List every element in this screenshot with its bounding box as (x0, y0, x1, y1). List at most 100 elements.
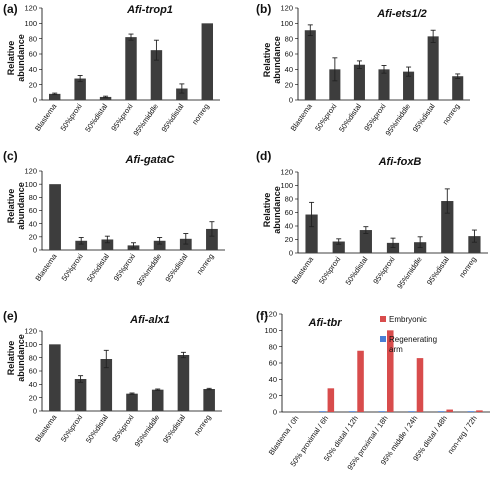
bar-embryonic (416, 358, 424, 412)
y-axis-label: Relativeabundance (262, 186, 282, 234)
panel-tag: (a) (3, 2, 18, 16)
bar-embryonic (387, 330, 394, 412)
category-label: 50%distal (85, 252, 111, 284)
y-axis-label: Relativeabundance (6, 182, 26, 230)
bar (441, 201, 454, 253)
category-label: 50%distal (343, 255, 369, 287)
category-label: Blastema (33, 101, 59, 132)
legend-label-regenerating: Regenerating arm (389, 335, 437, 354)
y-axis-label-line: abundance (16, 182, 26, 230)
bar-embryonic (476, 410, 483, 412)
bar (48, 93, 61, 100)
legend-swatch-regenerating (380, 336, 386, 342)
legend-label-line: Regenerating (389, 335, 437, 344)
y-axis-label: Relativeabundance (262, 36, 282, 84)
category-label: 50%distal (84, 413, 110, 445)
bar (153, 240, 166, 250)
y-tick-label: 100 (264, 326, 277, 335)
category-label: 95%proxi (110, 413, 135, 444)
y-tick-label: 20 (29, 80, 37, 89)
y-tick-label: 60 (29, 50, 37, 59)
bar (75, 240, 88, 250)
y-tick-label: 20 (29, 393, 37, 402)
category-label: nonreg (192, 413, 213, 437)
panel-e: (e) Afi-alx1 Relativeabundance 0 20 40 60 80 100… (3, 309, 222, 449)
category-label: 95%distal (159, 102, 185, 134)
bar-regenerating (467, 411, 475, 412)
bar (74, 379, 87, 411)
bar-embryonic (327, 388, 335, 412)
bar (150, 50, 163, 100)
y-tick-label: 80 (29, 193, 37, 202)
y-tick-label: 80 (269, 342, 277, 351)
y-tick-label: 60 (269, 359, 277, 368)
chart-title: Afi-tbr (308, 317, 343, 329)
category-label: nonreg (190, 102, 211, 126)
category-label: Blastema / 0h (267, 414, 301, 457)
bar (101, 239, 114, 250)
chart-title: Afi-foxB (378, 156, 422, 168)
category-label: nonreg (441, 102, 462, 126)
category-label: 95%distal (425, 255, 451, 287)
bar-regenerating (378, 411, 385, 412)
category-label: Blastema (290, 254, 316, 285)
category-label: 50%distal (83, 102, 109, 134)
y-tick-label: 0 (273, 408, 277, 417)
chart-title: Afi-gataC (125, 154, 176, 166)
legend: Embryonic Regenerating arm (380, 315, 437, 354)
panel-a: (a) Afi-trop1 Relativeabundance 0 20 40 60 80 10… (3, 2, 220, 138)
bar (126, 393, 138, 411)
chart-title: Afi-alx1 (129, 314, 170, 326)
category-label: Blastema (33, 251, 59, 282)
category-label: 95%proxi (112, 252, 137, 283)
y-axis-label: Relativeabundance (6, 334, 26, 382)
y-tick-label: 60 (285, 50, 293, 59)
bar (99, 96, 112, 100)
chart-title: Afi-ets1/2 (376, 8, 427, 20)
y-axis-label-line: Relative (6, 189, 16, 224)
category-label: 95%distal (161, 413, 187, 445)
bar (403, 71, 415, 100)
category-label: 95%proxi (109, 102, 134, 133)
y-tick-label: 40 (29, 219, 37, 228)
y-tick-label: 80 (285, 195, 293, 204)
category-label: 95%proxi (362, 102, 387, 133)
legend-swatch-embryonic (380, 316, 386, 322)
bar (305, 214, 318, 253)
category-label: 95%middle (133, 413, 162, 449)
bar (74, 78, 86, 100)
y-tick-label: 20 (285, 80, 293, 89)
y-tick-label: 0 (289, 249, 293, 258)
y-tick-label: 60 (285, 208, 293, 217)
y-axis-label-line: Relative (262, 193, 272, 228)
bar (427, 36, 439, 100)
bar (49, 344, 61, 411)
y-tick-label: 60 (29, 367, 37, 376)
y-axis-label: Relativeabundance (6, 34, 26, 82)
category-label: 50%proxi (59, 413, 84, 444)
panel-tag: (f) (256, 309, 268, 323)
category-label: non-reg / 72h (446, 414, 479, 456)
bar (176, 88, 188, 100)
y-tick-label: 0 (33, 246, 37, 255)
bar (201, 23, 214, 100)
bar (359, 230, 372, 253)
category-label: 50%distal (337, 102, 363, 134)
legend-label-embryonic: Embryonic (389, 315, 427, 324)
y-tick-label: 100 (24, 180, 37, 189)
category-label: nonreg (195, 252, 216, 276)
category-label: Blastema (33, 412, 59, 443)
y-tick-label: 80 (29, 353, 37, 362)
bar (304, 30, 316, 100)
y-tick-label: 40 (285, 222, 293, 231)
bar (125, 37, 137, 100)
y-axis-label-line: abundance (16, 34, 26, 82)
panel-tag: (d) (256, 149, 271, 163)
panel-d: (d) Afi-foxB Relativeabundance 0 20 40 60 80 100… (256, 149, 488, 291)
category-label: 95%middle (384, 102, 413, 138)
bar (49, 184, 61, 250)
y-tick-label: 40 (29, 380, 37, 389)
chart-title: Afi-trop1 (126, 4, 173, 16)
